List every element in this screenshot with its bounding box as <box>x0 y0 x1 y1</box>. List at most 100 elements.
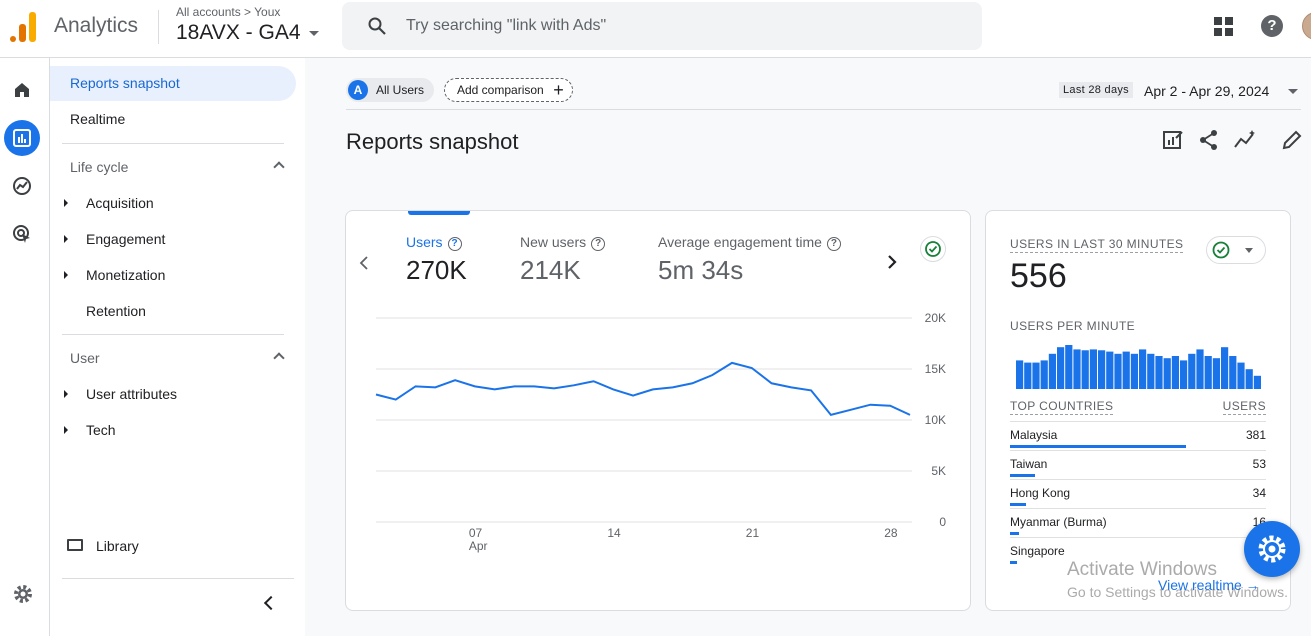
assistant-fab[interactable] <box>1244 521 1300 577</box>
minute-bar[interactable] <box>1147 353 1155 389</box>
expand-arrow-icon <box>64 271 68 279</box>
nav-acquisition-label: Acquisition <box>86 195 154 211</box>
settings-gear-icon[interactable] <box>12 583 34 605</box>
minute-bar[interactable] <box>1040 360 1048 389</box>
customize-report-icon[interactable] <box>1162 129 1184 151</box>
y-tick-label: 5K <box>931 464 946 478</box>
minute-bar[interactable] <box>1212 358 1220 389</box>
segment-badge: A <box>348 80 368 100</box>
minute-bar[interactable] <box>1016 360 1024 389</box>
minute-bar[interactable] <box>1221 347 1229 389</box>
minute-bar[interactable] <box>1114 353 1122 389</box>
minute-bar[interactable] <box>1130 353 1138 389</box>
view-realtime-link[interactable]: View realtime → <box>1158 577 1260 593</box>
nav-user-attributes[interactable]: User attributes <box>64 386 178 402</box>
country-row[interactable]: Malaysia 381 <box>1010 421 1266 450</box>
apps-grid-icon[interactable] <box>1214 17 1234 37</box>
section-lifecycle[interactable]: Life cycle <box>70 159 285 175</box>
help-icon[interactable]: ? <box>447 237 462 251</box>
search-bar[interactable] <box>342 2 982 50</box>
property-selector[interactable]: 18AVX - GA4 <box>176 21 301 44</box>
section-user[interactable]: User <box>70 350 285 366</box>
edit-pencil-icon[interactable] <box>1281 129 1303 151</box>
search-input[interactable] <box>406 14 946 38</box>
minute-bar[interactable] <box>1180 360 1188 389</box>
minute-bar[interactable] <box>1089 349 1097 389</box>
data-quality-check-icon[interactable] <box>920 236 946 262</box>
minute-bar[interactable] <box>1155 356 1163 389</box>
help-icon[interactable]: ? <box>591 237 606 251</box>
metric-engagement-label: Average engagement time <box>658 234 822 250</box>
chevron-down-icon[interactable] <box>309 31 319 36</box>
country-row[interactable]: Myanmar (Burma) 16 <box>1010 508 1266 537</box>
nav-reports-snapshot[interactable]: Reports snapshot <box>50 66 296 101</box>
country-name: Hong Kong <box>1010 486 1071 500</box>
country-row[interactable]: Hong Kong 34 <box>1010 479 1266 508</box>
minute-bar[interactable] <box>1204 356 1212 389</box>
nav-realtime[interactable]: Realtime <box>70 111 126 127</box>
minute-bar[interactable] <box>1139 349 1147 389</box>
chevron-down-icon[interactable] <box>1288 89 1298 94</box>
minute-bar[interactable] <box>1163 358 1171 389</box>
nav-tech[interactable]: Tech <box>64 422 116 438</box>
avatar[interactable] <box>1302 12 1311 40</box>
metric-tab-new-users[interactable]: New users? <box>520 234 606 251</box>
metric-tab-users[interactable]: Users? <box>406 234 462 251</box>
nav-engagement[interactable]: Engagement <box>64 231 166 247</box>
minute-bar[interactable] <box>1229 356 1237 389</box>
minute-bar[interactable] <box>1253 375 1261 389</box>
help-icon[interactable]: ? <box>826 237 841 251</box>
explore-icon[interactable] <box>4 168 40 204</box>
add-comparison-button[interactable]: Add comparison + <box>444 78 573 102</box>
realtime-status-dropdown[interactable] <box>1206 236 1266 264</box>
realtime-value: 556 <box>1010 257 1067 295</box>
chevron-up-icon[interactable] <box>273 352 285 364</box>
reports-icon[interactable] <box>4 120 40 156</box>
page-title: Reports snapshot <box>346 129 519 154</box>
chevron-left-icon[interactable] <box>358 255 370 271</box>
nav-acquisition[interactable]: Acquisition <box>64 195 154 211</box>
minute-bar[interactable] <box>1106 351 1114 389</box>
minute-bar[interactable] <box>1081 350 1089 389</box>
chevron-right-icon[interactable] <box>886 254 898 270</box>
nav-monetization[interactable]: Monetization <box>64 267 165 283</box>
country-name: Myanmar (Burma) <box>1010 515 1107 529</box>
help-icon[interactable]: ? <box>1261 15 1283 37</box>
collapse-sidebar-icon[interactable] <box>263 595 279 611</box>
minute-bar[interactable] <box>1098 350 1106 389</box>
minute-bar[interactable] <box>1057 347 1065 389</box>
minute-bar[interactable] <box>1032 362 1040 389</box>
minute-bar[interactable] <box>1024 362 1032 389</box>
minute-bar[interactable] <box>1245 369 1253 389</box>
chevron-up-icon[interactable] <box>273 161 285 173</box>
advertising-icon[interactable] <box>4 216 40 252</box>
insights-icon[interactable] <box>1233 129 1257 151</box>
minute-bar[interactable] <box>1171 356 1179 389</box>
minute-bar[interactable] <box>1073 349 1081 389</box>
users-series-line[interactable] <box>375 361 911 417</box>
date-preset-label[interactable]: Last 28 days <box>1059 82 1133 98</box>
y-tick-label: 10K <box>925 413 946 427</box>
metric-tab-engagement-time[interactable]: Average engagement time? <box>658 234 841 251</box>
date-range-picker[interactable]: Apr 2 - Apr 29, 2024 <box>1144 83 1270 99</box>
left-rail <box>0 58 50 636</box>
nav-engagement-label: Engagement <box>86 231 166 247</box>
segment-chip[interactable]: A All Users <box>346 78 435 102</box>
nav-user-attributes-label: User attributes <box>86 386 178 402</box>
minute-bar[interactable] <box>1188 353 1196 389</box>
minute-bar[interactable] <box>1048 353 1056 389</box>
realtime-title[interactable]: USERS IN LAST 30 MINUTES <box>1010 237 1184 253</box>
country-row[interactable]: Taiwan 53 <box>1010 450 1266 479</box>
minute-bar[interactable] <box>1122 351 1130 389</box>
minute-bar[interactable] <box>1065 345 1073 389</box>
country-row[interactable]: Singapore <box>1010 537 1266 566</box>
nav-retention[interactable]: Retention <box>86 303 146 319</box>
minute-bar[interactable] <box>1237 362 1245 389</box>
nav-library[interactable]: Library <box>96 538 139 554</box>
minute-bar[interactable] <box>1196 349 1204 389</box>
metrics-card: Users? 270K New users? 214K Average enga… <box>345 210 971 611</box>
account-breadcrumb[interactable]: All accounts > Youx <box>176 5 281 19</box>
share-icon[interactable] <box>1198 129 1220 151</box>
analytics-logo-icon[interactable] <box>8 10 38 42</box>
home-icon[interactable] <box>4 72 40 108</box>
